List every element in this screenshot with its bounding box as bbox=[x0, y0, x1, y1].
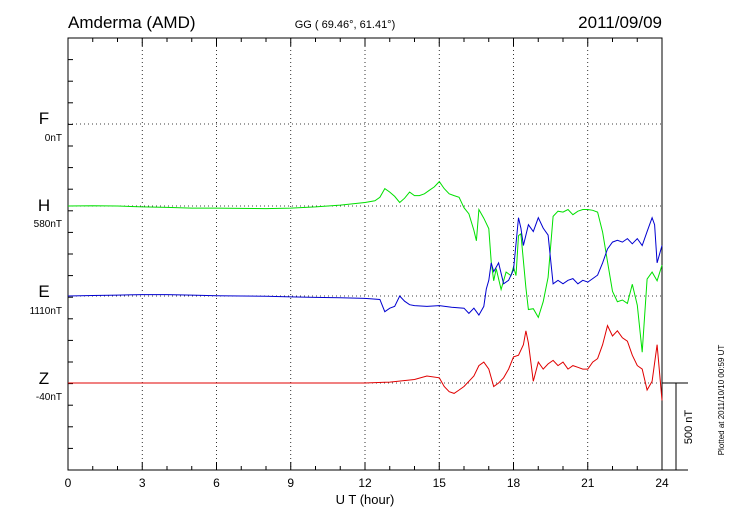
grid bbox=[68, 38, 662, 470]
x-tick-label: 21 bbox=[581, 476, 595, 490]
x-tick-label: 18 bbox=[507, 476, 521, 490]
series-line-e bbox=[67, 216, 663, 317]
series-baseline-h: 580nT bbox=[34, 219, 62, 230]
x-tick-label: 3 bbox=[139, 476, 146, 490]
x-tick-label: 24 bbox=[655, 476, 669, 490]
axis-ticks bbox=[67, 38, 663, 470]
plotted-timestamp: Plotted at 2011/10/10 00:59 UT bbox=[717, 345, 726, 456]
x-tick-label: 9 bbox=[287, 476, 294, 490]
series-name-z: Z bbox=[39, 369, 49, 388]
series-labels: F 0nT H 580nT E 1110nT Z -40nT bbox=[30, 109, 62, 403]
scale-bar-label: 500 nT bbox=[683, 410, 695, 445]
series-line-z bbox=[68, 324, 663, 401]
series-name-f: F bbox=[39, 109, 49, 128]
x-tick-label: 12 bbox=[358, 476, 372, 490]
series-baseline-f: 0nT bbox=[45, 133, 62, 144]
x-tick-label: 0 bbox=[65, 476, 72, 490]
station-title: Amderma (AMD) bbox=[68, 13, 196, 32]
x-tick-label: 15 bbox=[433, 476, 447, 490]
plot-frame bbox=[67, 37, 663, 471]
series-name-e: E bbox=[38, 282, 49, 301]
x-tick-labels: 0 3 6 9 12 15 18 21 24 bbox=[65, 476, 669, 490]
series-baseline-e: 1110nT bbox=[30, 306, 62, 317]
x-tick-label: 6 bbox=[213, 476, 220, 490]
x-axis-label: U T (hour) bbox=[336, 492, 395, 507]
series-line-h bbox=[67, 180, 663, 353]
series-lines bbox=[67, 180, 663, 401]
series-name-h: H bbox=[38, 196, 50, 215]
series-baseline-z: -40nT bbox=[36, 392, 62, 403]
scale-bar: 500 nT bbox=[662, 382, 695, 471]
date-label: 2011/09/09 bbox=[578, 13, 662, 32]
coordinates-label: GG ( 69.46°, 61.41°) bbox=[295, 19, 396, 31]
